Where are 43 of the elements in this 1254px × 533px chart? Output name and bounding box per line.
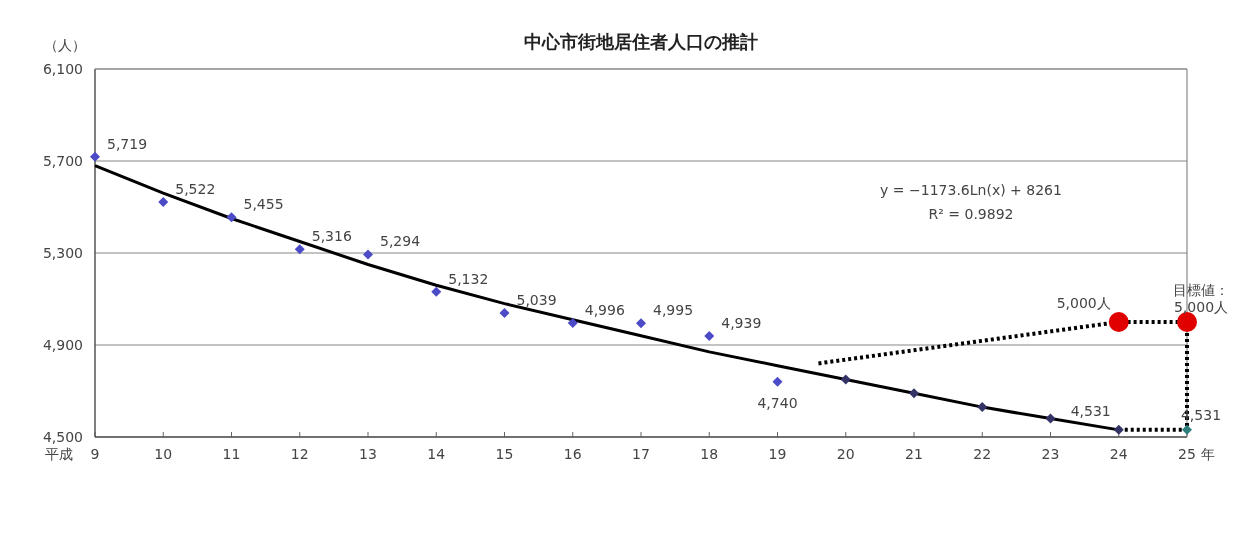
data-label: 4,995 xyxy=(653,302,694,319)
y-tick-label: 4,900 xyxy=(42,337,83,353)
data-label: 5,455 xyxy=(243,196,284,213)
data-label: 5,294 xyxy=(380,233,421,250)
annotation: y = −1173.6Ln(x) + 8261 xyxy=(880,182,1062,198)
x-tick-label: 25 xyxy=(1178,446,1196,462)
x-tick-label: 24 xyxy=(1109,446,1128,462)
y-tick-label: 6,100 xyxy=(42,61,83,77)
data-label: 5,039 xyxy=(516,292,557,309)
y-axis-title: （人） xyxy=(44,37,86,53)
annotation: R² = 0.9892 xyxy=(928,206,1014,222)
data-label: 4,531 xyxy=(1070,402,1111,419)
x-tick-label: 23 xyxy=(1041,446,1060,462)
data-label: 5,316 xyxy=(311,228,352,245)
x-tick-label: 13 xyxy=(359,446,377,462)
data-label: 5,132 xyxy=(448,270,489,287)
data-label: 4,996 xyxy=(584,301,625,318)
x-tick-label: 12 xyxy=(290,446,309,462)
data-label: 4,740 xyxy=(757,394,798,411)
x-tick-label: 18 xyxy=(700,446,719,462)
y-tick-label: 5,700 xyxy=(42,153,83,169)
x-tick-label: 17 xyxy=(632,446,650,462)
y-tick-label: 5,300 xyxy=(42,245,83,261)
x-tick-label: 22 xyxy=(973,446,992,462)
data-label: 4,939 xyxy=(721,315,762,332)
x-tick-label: 9 xyxy=(90,446,100,462)
chart-title: 中心市街地居住者人口の推計 xyxy=(524,31,758,52)
data-label: 4,531 xyxy=(1180,406,1222,423)
x-tick-label: 21 xyxy=(905,446,923,462)
x-tick-label: 11 xyxy=(222,446,241,462)
text: 平成 xyxy=(45,446,73,462)
x-tick-label: 10 xyxy=(154,446,173,462)
x-tick-label: 15 xyxy=(495,446,514,462)
data-label: 目標値：5,000人 xyxy=(1173,282,1229,315)
data-label: 5,000人 xyxy=(1056,295,1111,311)
x-tick-label: 20 xyxy=(836,446,855,462)
x-tick-label: 14 xyxy=(427,446,446,462)
x-tick-label: 16 xyxy=(563,446,582,462)
data-label: 5,522 xyxy=(175,180,216,197)
text: 年 xyxy=(1201,446,1215,462)
x-tick-label: 19 xyxy=(768,446,787,462)
data-label: 5,719 xyxy=(107,135,148,152)
y-tick-label: 4,500 xyxy=(42,429,83,445)
